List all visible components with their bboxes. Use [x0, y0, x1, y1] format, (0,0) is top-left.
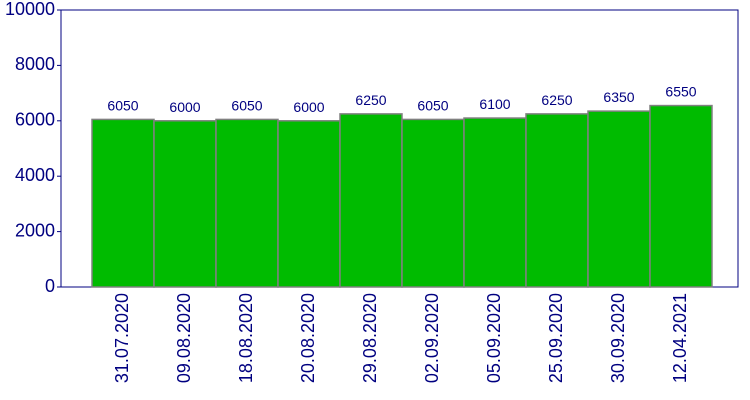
x-tick-label: 09.08.2020 — [174, 293, 194, 383]
x-tick-label: 02.09.2020 — [422, 293, 442, 383]
y-tick-label: 2000 — [15, 220, 55, 240]
x-tick-label: 20.08.2020 — [298, 293, 318, 383]
bar — [525, 113, 589, 288]
bar — [215, 118, 279, 288]
bar — [91, 118, 155, 288]
bar — [401, 118, 465, 288]
bar — [587, 110, 651, 288]
value-label: 6550 — [665, 84, 696, 100]
x-tick-label: 05.09.2020 — [484, 293, 504, 383]
value-label: 6250 — [355, 92, 386, 108]
x-tick-label: 18.08.2020 — [236, 293, 256, 383]
x-tick-label: 30.09.2020 — [608, 293, 628, 383]
value-label: 6100 — [479, 96, 510, 112]
bar — [649, 104, 713, 288]
x-tick-label: 12.04.2021 — [670, 293, 690, 383]
bar — [463, 117, 527, 288]
y-tick-label: 8000 — [15, 54, 55, 74]
y-tick-label: 6000 — [15, 110, 55, 130]
y-tick-label: 0 — [45, 276, 55, 296]
bar — [277, 120, 341, 288]
bar — [339, 113, 403, 288]
value-label: 6050 — [417, 97, 448, 113]
bar — [153, 120, 217, 288]
x-tick-label: 31.07.2020 — [112, 293, 132, 383]
value-label: 6350 — [603, 89, 634, 105]
value-label: 6050 — [231, 97, 262, 113]
y-tick-label: 4000 — [15, 165, 55, 185]
value-label: 6050 — [107, 97, 138, 113]
x-tick-label: 25.09.2020 — [546, 293, 566, 383]
y-tick-label: 10000 — [5, 0, 55, 19]
value-label: 6000 — [169, 99, 200, 115]
value-label: 6250 — [541, 92, 572, 108]
value-label: 6000 — [293, 99, 324, 115]
x-tick-label: 29.08.2020 — [360, 293, 380, 383]
